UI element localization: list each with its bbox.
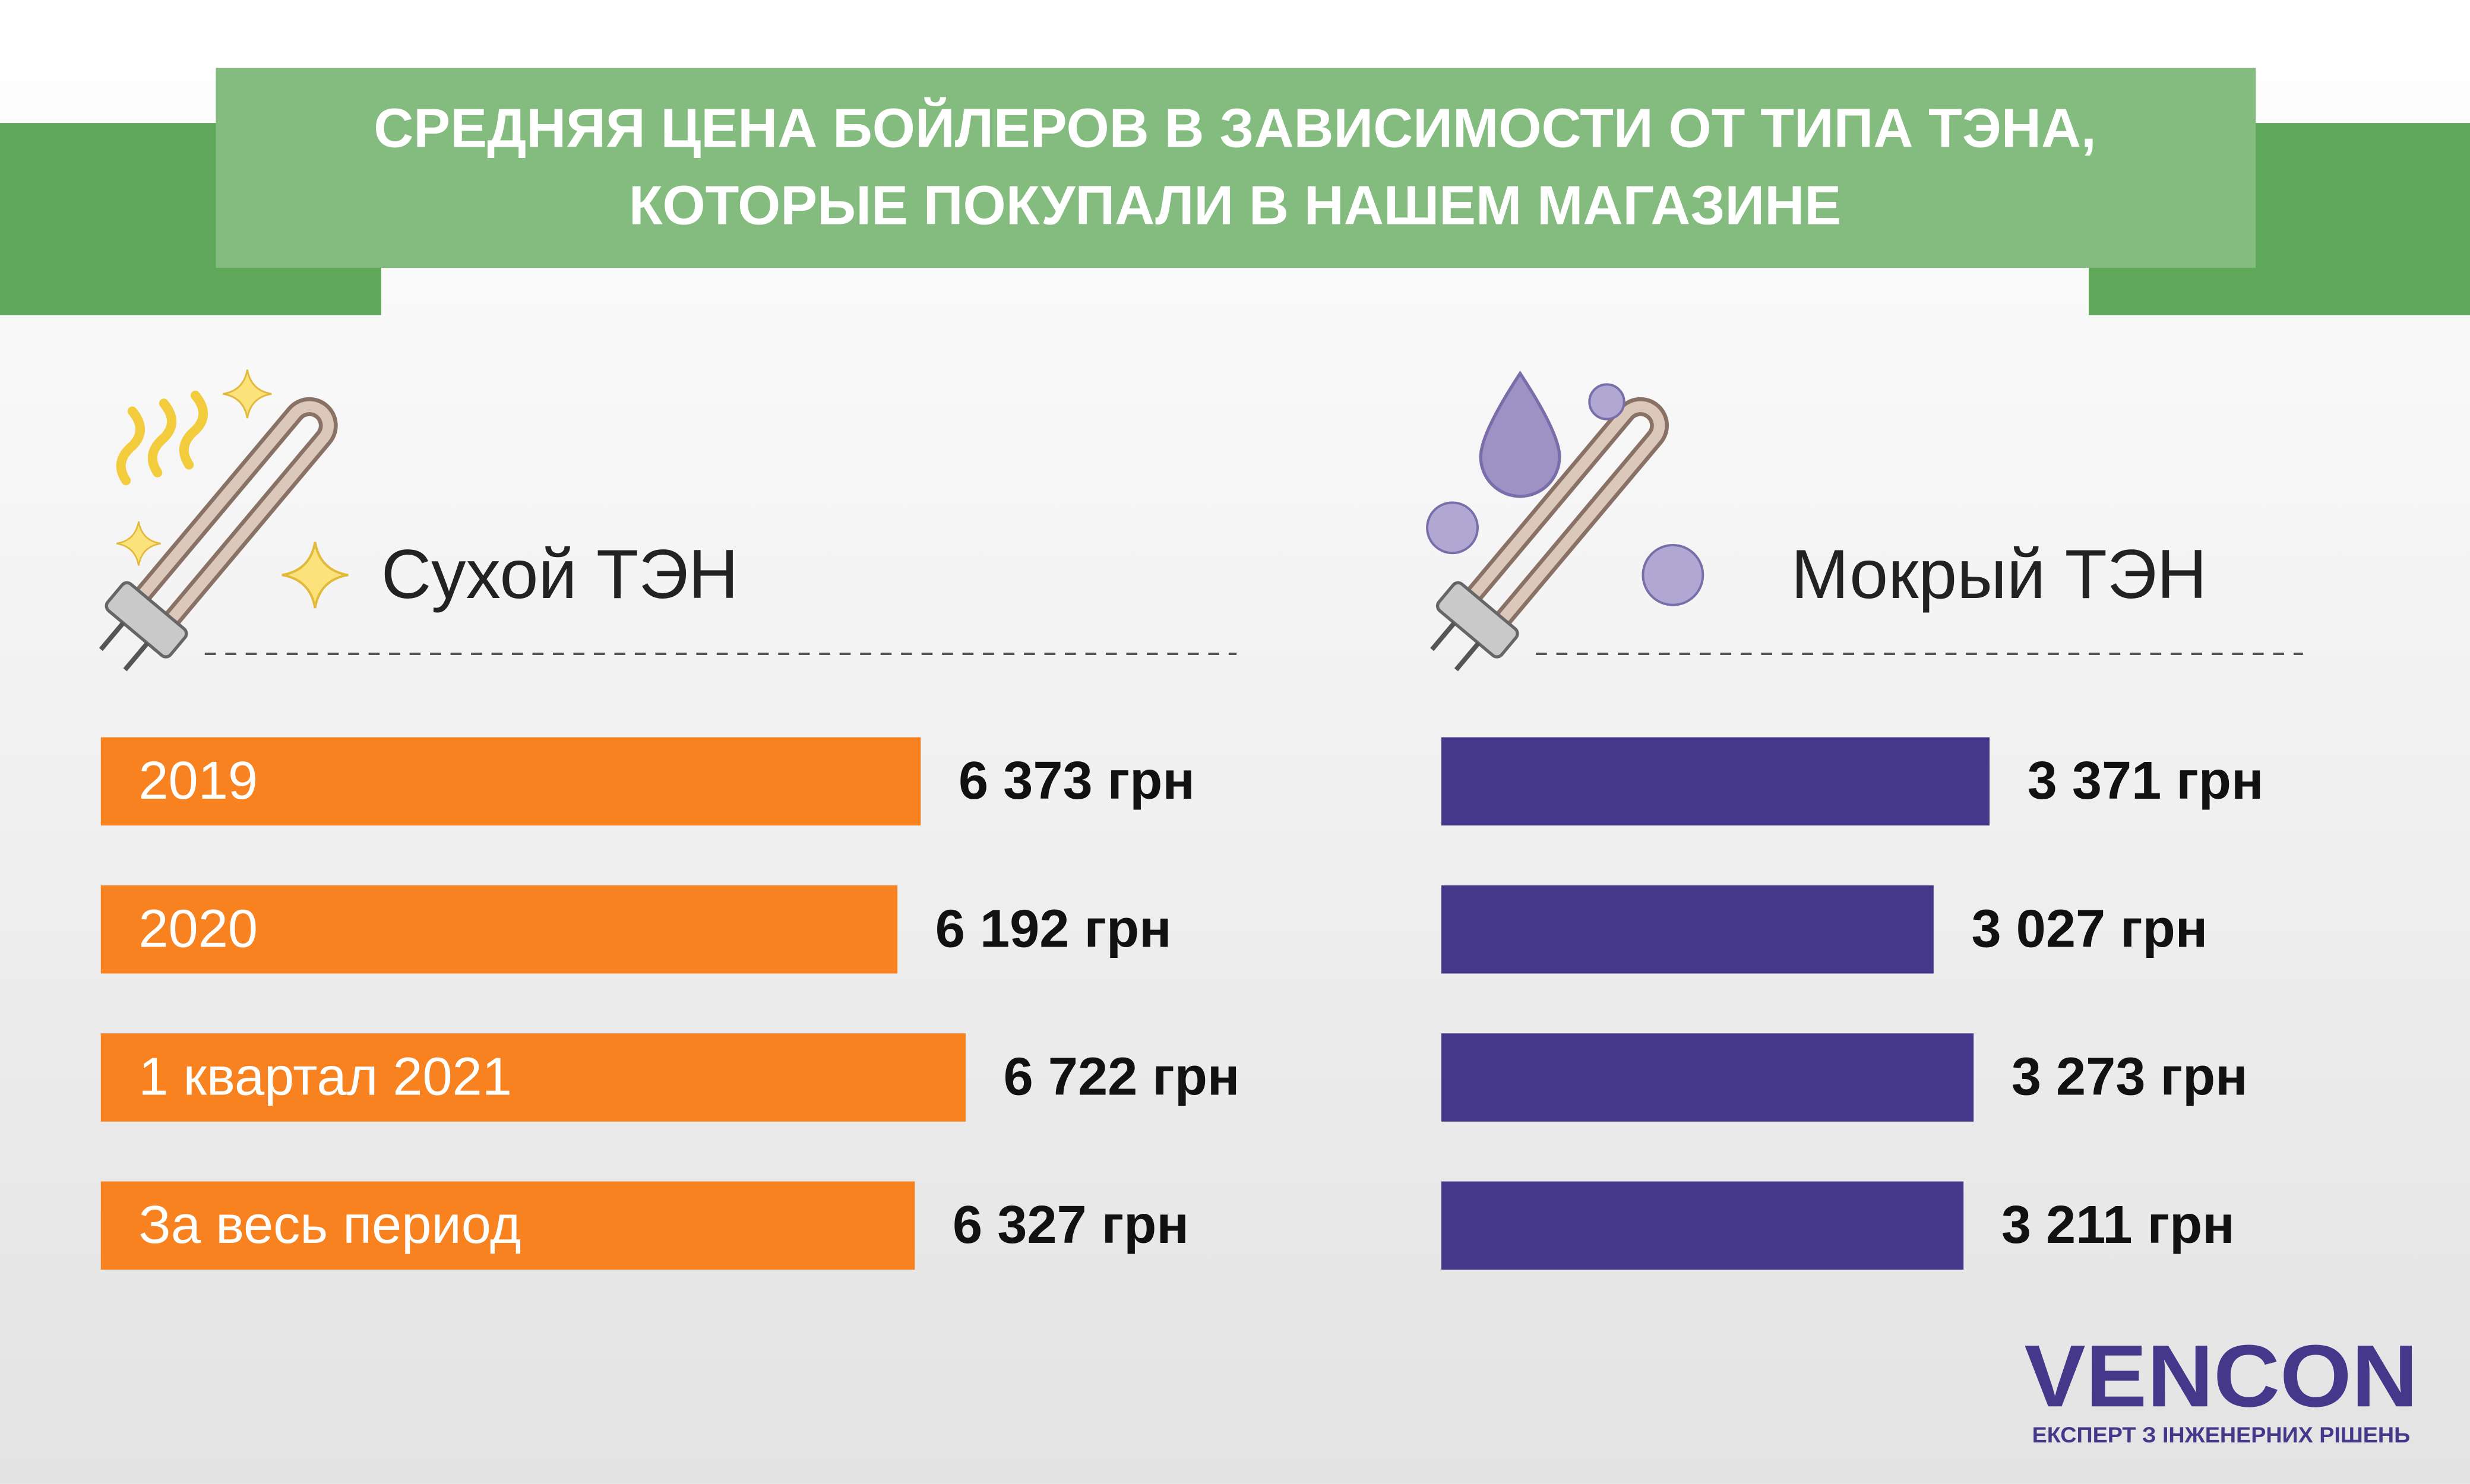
category-label: 2020 xyxy=(138,898,258,958)
bar xyxy=(100,737,921,826)
chart-subtitle: Мокрый ТЭН xyxy=(1791,535,2207,613)
wet-icon xyxy=(1413,371,1704,686)
value-label: 6 722 грн xyxy=(1004,1047,1240,1107)
value-label: 3 273 грн xyxy=(2012,1047,2248,1107)
bar xyxy=(1441,885,1934,974)
value-label: 6 192 грн xyxy=(935,898,1172,958)
bar xyxy=(1441,1033,1974,1122)
title: КОТОРЫЕ ПОКУПАЛИ В НАШЕМ МАГАЗИНЕ xyxy=(629,174,1841,236)
category-label: За весь период xyxy=(138,1195,521,1255)
bar xyxy=(100,1033,966,1122)
logo-tagline: ЕКСПЕРТ З ІНЖЕНЕРНИХ РІШЕНЬ xyxy=(2032,1422,2411,1447)
category-label: 1 квартал 2021 xyxy=(138,1047,512,1107)
bar xyxy=(1441,1181,1964,1270)
chart-subtitle: Сухой ТЭН xyxy=(381,535,739,613)
logo: VENCON xyxy=(2024,1327,2418,1425)
bar xyxy=(1441,737,1990,826)
value-label: 6 327 грн xyxy=(953,1195,1189,1255)
title-box xyxy=(216,68,2256,268)
value-label: 3 027 грн xyxy=(1971,898,2207,958)
value-label: 3 211 грн xyxy=(2001,1195,2235,1255)
bar xyxy=(100,885,898,974)
category-label: 2019 xyxy=(138,751,258,811)
dry-icon xyxy=(81,369,353,686)
title: СРЕДНЯЯ ЦЕНА БОЙЛЕРОВ В ЗАВИСИМОСТИ ОТ Т… xyxy=(374,97,2096,159)
value-label: 3 371 грн xyxy=(2028,751,2264,811)
bar xyxy=(100,1181,915,1270)
value-label: 6 373 грн xyxy=(959,751,1195,811)
